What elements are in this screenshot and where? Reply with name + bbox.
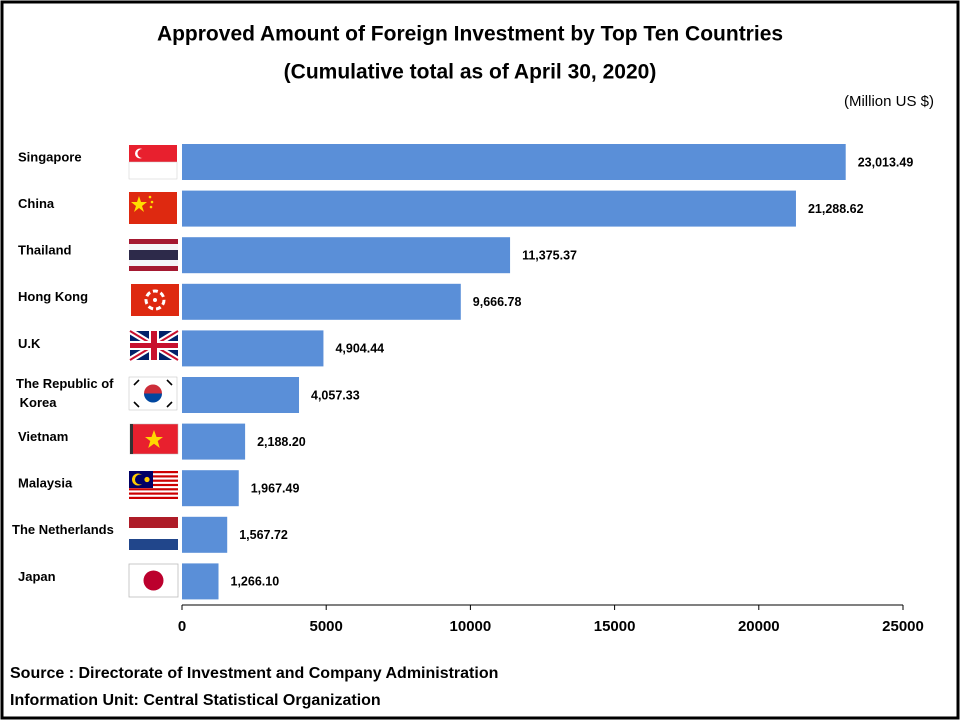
value-label: 2,188.20 (257, 435, 306, 449)
value-label: 4,057.33 (311, 388, 360, 402)
x-tick-label: 0 (178, 618, 186, 635)
value-label: 1,266.10 (231, 575, 280, 589)
bar (182, 516, 228, 553)
flag (128, 376, 178, 411)
chart-subtitle: (Cumulative total as of April 30, 2020) (284, 61, 657, 84)
value-label: 23,013.49 (858, 155, 914, 169)
bar (182, 237, 511, 274)
bar (182, 563, 219, 600)
x-tick-label: 5000 (310, 618, 343, 635)
value-label: 4,904.44 (335, 342, 384, 356)
y-tick-label: Vietnam (18, 429, 68, 444)
flag (129, 471, 178, 501)
chart-title: Approved Amount of Foreign Investment by… (157, 23, 783, 46)
y-tick-label: Hong Kong (18, 289, 88, 304)
y-tick-label: Malaysia (18, 476, 73, 491)
flag (128, 563, 179, 598)
x-tick-label: 10000 (450, 618, 492, 635)
value-label: 21,288.62 (808, 202, 864, 216)
flag (129, 239, 178, 271)
bar (182, 283, 461, 320)
flag (128, 145, 178, 180)
bar (182, 377, 300, 413)
value-label: 9,666.78 (473, 295, 522, 309)
y-tick-label: U.K (18, 336, 41, 351)
y-tick-label: Singapore (18, 149, 82, 164)
bar (182, 470, 239, 507)
flag (129, 192, 177, 224)
y-tick-label: Japan (18, 569, 56, 584)
info: Information Unit: Central Statistical Or… (10, 692, 381, 709)
value-label: 1,567.72 (239, 528, 288, 542)
x-tick-label: 15000 (594, 618, 636, 635)
flag (129, 423, 179, 455)
bar (182, 190, 796, 227)
source: Source : Directorate of Investment and C… (10, 665, 498, 682)
bar (182, 330, 324, 367)
flag (128, 328, 180, 363)
value-label: 11,375.37 (522, 248, 577, 262)
y-tick-label: China (18, 196, 55, 211)
value-label: 1,967.49 (251, 481, 300, 495)
y-tick-label: Thailand (18, 243, 72, 258)
flags (128, 145, 180, 598)
y-tick-label: The Republic of Korea (16, 376, 114, 410)
flag (131, 284, 179, 316)
x-tick-label: 25000 (882, 618, 924, 635)
y-tick-label: The Netherlands (12, 522, 114, 537)
flag (129, 517, 178, 550)
bar (182, 423, 246, 460)
bar (182, 144, 846, 180)
unit-label: (Million US $) (844, 93, 934, 110)
x-tick-label: 20000 (738, 618, 780, 635)
